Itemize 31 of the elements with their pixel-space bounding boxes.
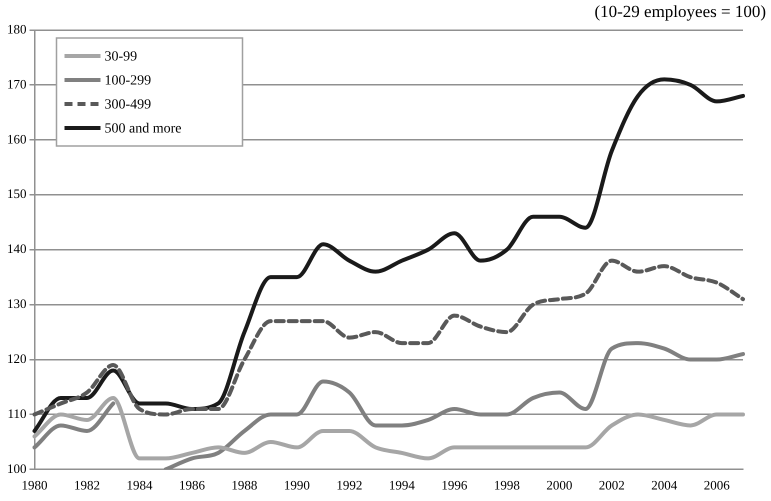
y-tick-label: 120 <box>7 350 26 366</box>
legend-label: 30-99 <box>104 50 138 65</box>
x-tick-label: 1990 <box>284 478 310 493</box>
line-series <box>32 77 745 433</box>
x-tick-label: 2004 <box>651 478 678 493</box>
x-tick-label: 2002 <box>598 478 625 493</box>
y-tick-label: 160 <box>7 131 26 146</box>
line-series <box>32 258 745 416</box>
y-tick-label: 150 <box>7 186 26 202</box>
y-tick-label: 130 <box>7 296 26 312</box>
y-tick-label: 100 <box>7 460 26 476</box>
line-series <box>32 396 745 460</box>
x-tick-label: 1992 <box>336 478 362 493</box>
x-tick-label: 1996 <box>441 478 468 493</box>
y-tick-label: 110 <box>7 406 26 421</box>
legend-label: 500 and more <box>104 122 182 137</box>
x-tick-label: 2006 <box>704 478 730 493</box>
text: (10-29 employees = 100) <box>594 2 766 21</box>
x-tick-label: 1988 <box>231 478 258 493</box>
legend-label: 100-299 <box>104 74 152 89</box>
y-tick-label: 140 <box>7 241 26 256</box>
x-tick-label: 1994 <box>388 478 416 493</box>
x-tick-label: 1984 <box>126 478 153 493</box>
y-tick-label: 180 <box>7 21 26 36</box>
x-tick-label: 1986 <box>178 478 206 493</box>
y-tick-label: 170 <box>7 76 26 92</box>
legend-label: 300-499 <box>104 98 152 113</box>
x-tick-label: 1980 <box>22 478 48 493</box>
x-tick-label: 2000 <box>546 478 572 493</box>
x-tick-label: 1998 <box>494 478 520 493</box>
x-tick-label: 1982 <box>74 478 100 493</box>
